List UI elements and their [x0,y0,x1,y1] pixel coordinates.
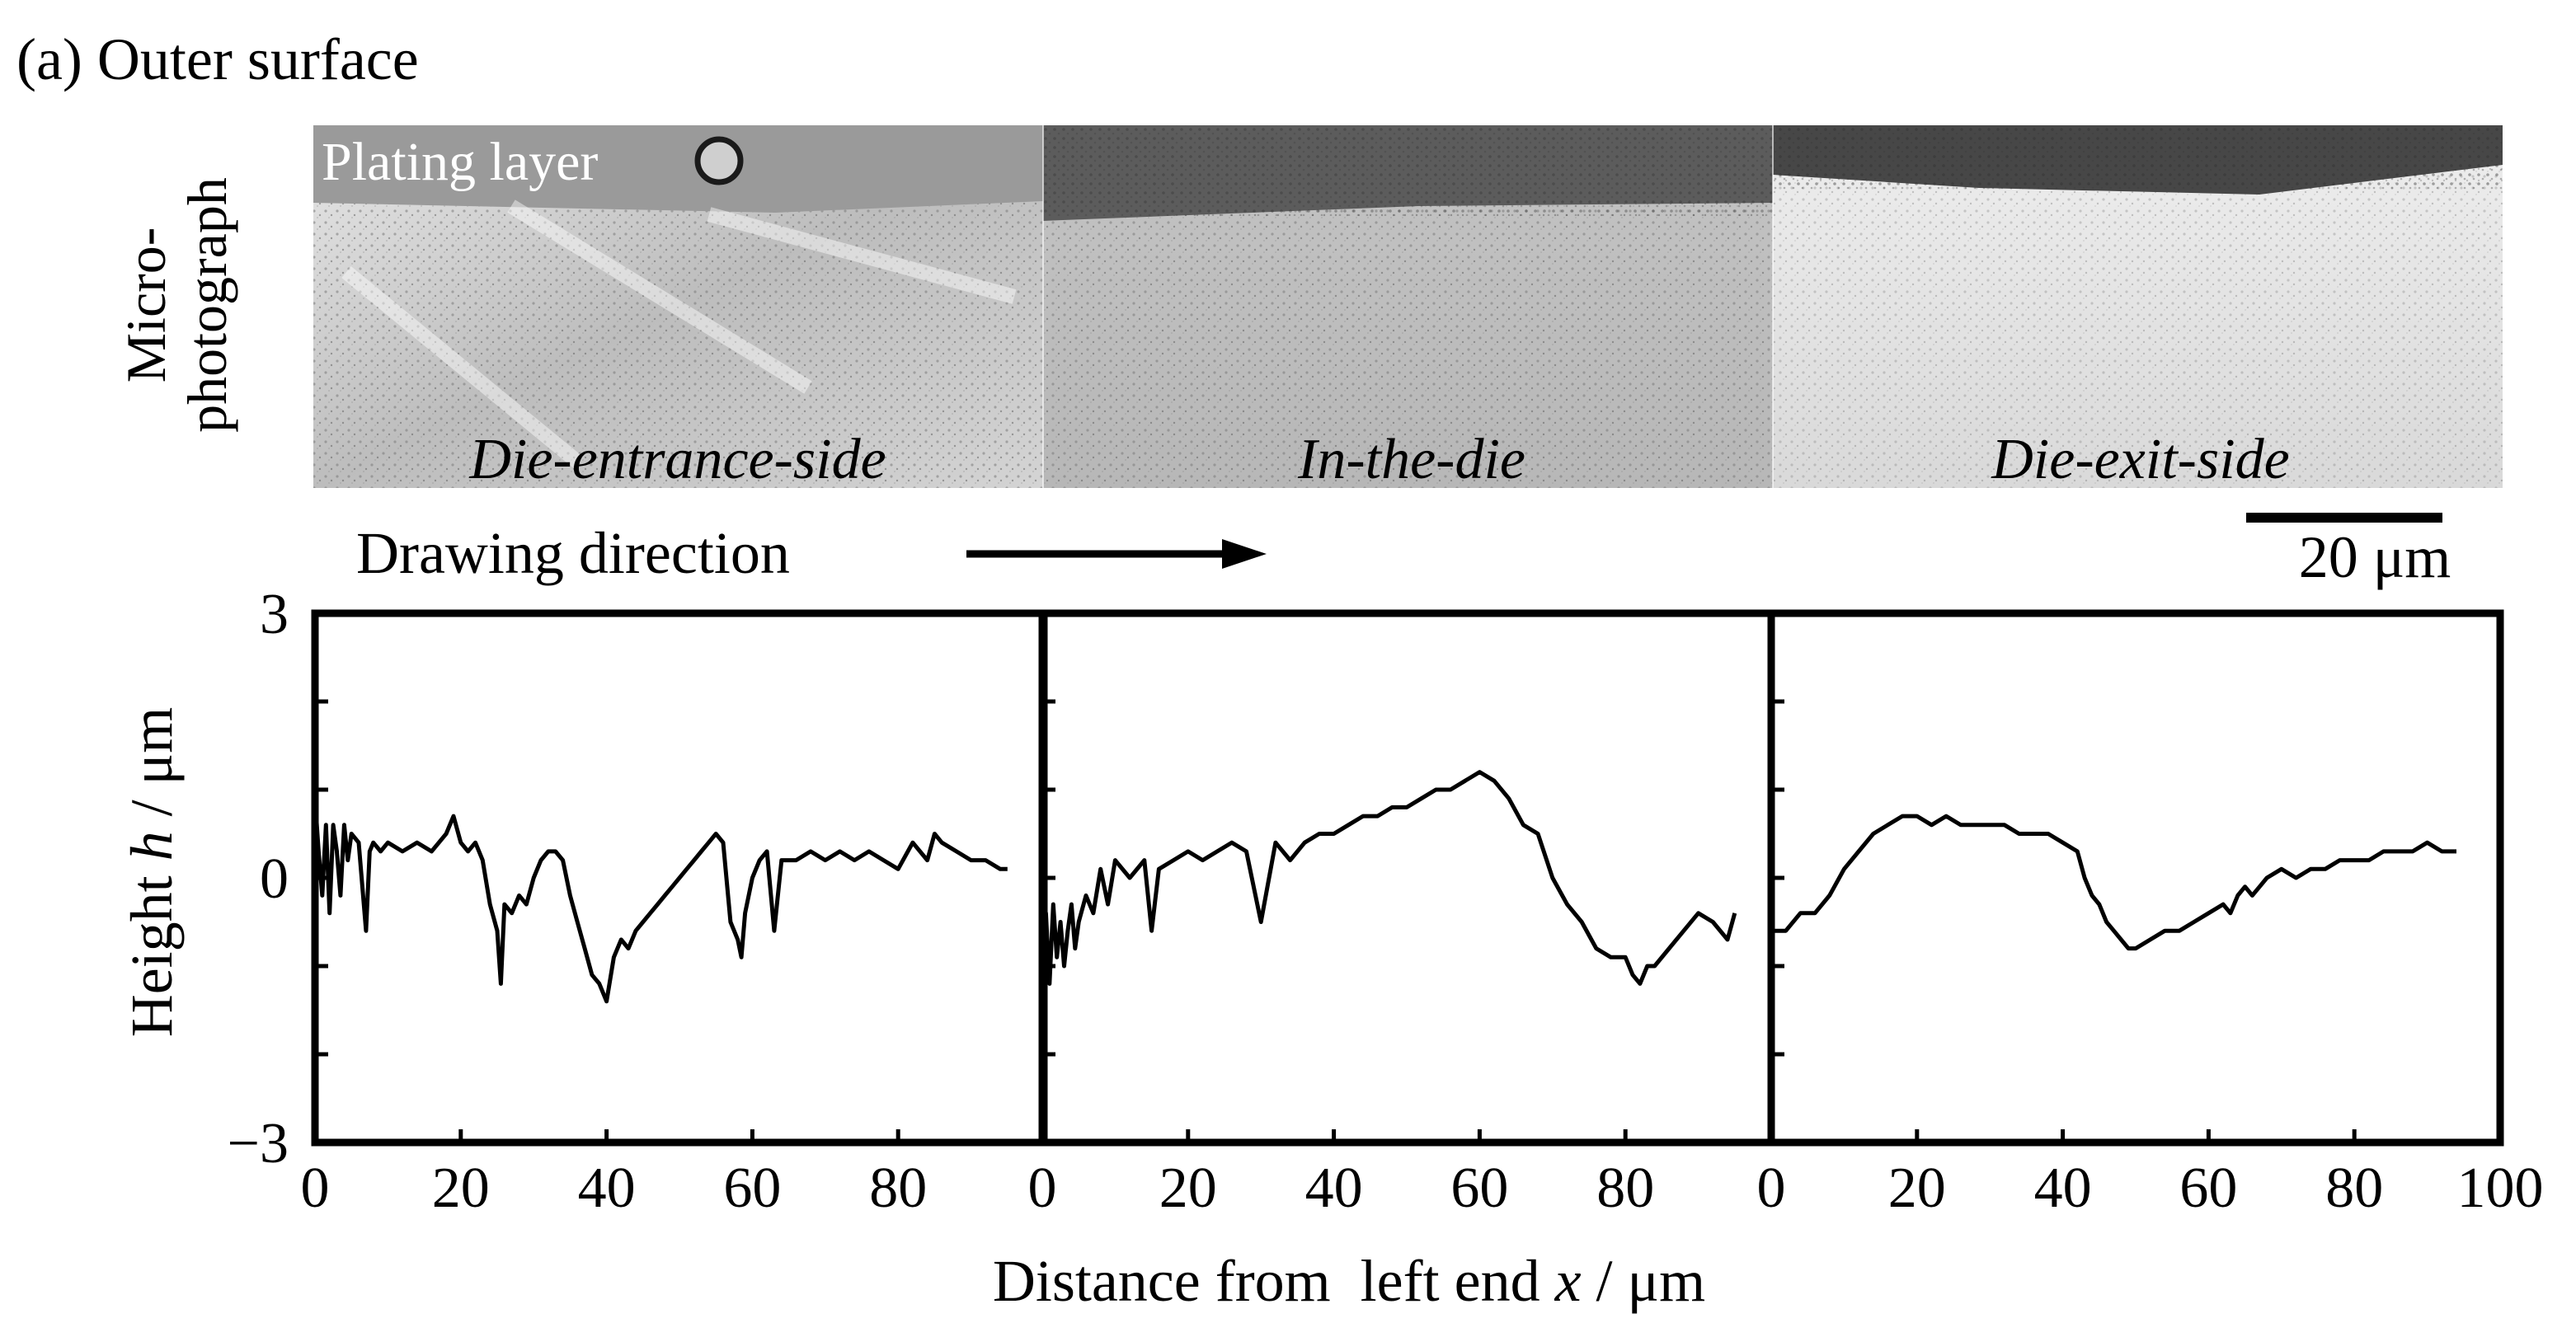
bubble-icon [694,136,744,185]
section-label-middle: In-the-die [1297,428,1525,491]
x-tick-label: 0 [1028,1156,1057,1220]
x-tick-label: 40 [1305,1156,1363,1220]
side-label-line2: photograph [176,177,238,433]
x-tick-label: 40 [578,1156,636,1220]
profile-line-2 [1040,770,1737,986]
profile-panel-3: 0 20 40 60 80 100 [1757,609,2544,1220]
x-tick-label: 80 [2325,1156,2383,1220]
side-label-line1: Micro- [115,228,177,383]
x-tick-label: 20 [1888,1156,1946,1220]
x-tick-label: 80 [869,1156,927,1220]
arrow-right-icon [966,539,1267,569]
panel-frame [1767,609,2504,1147]
x-tick-label: 60 [1450,1156,1508,1220]
profile-panel-2: 0 20 40 60 80 [1028,609,1775,1220]
y-tick-label: −3 [228,1112,289,1175]
profile-charts: 0 20 40 60 80 0 20 40 60 80 0 20 40 60 80 100−303 [228,583,2544,1220]
section-label-exit: Die-exit-side [1991,428,2289,491]
y-axis-label: Height h / μm [119,707,185,1038]
x-tick-label: 0 [1757,1156,1786,1220]
x-tick-label: 60 [2179,1156,2237,1220]
x-axis-label: Distance from left end x / μm [993,1248,1705,1314]
x-tick-label: 60 [723,1156,781,1220]
micrograph-section-middle [1043,125,1773,488]
profile-line-3 [1771,814,2456,951]
panel-frame [1038,609,1775,1147]
x-tick-label: 100 [2457,1156,2544,1220]
y-tick-label: 3 [260,583,289,646]
x-tick-label: 40 [2034,1156,2092,1220]
micrograph-section-exit [1773,125,2503,488]
y-tick-label: 0 [260,847,289,911]
x-tick-label: 0 [301,1156,330,1220]
scale-bar: 20 μm [2246,513,2451,590]
panel-label: (a) Outer surface [16,26,419,92]
x-tick-label: 20 [1159,1156,1217,1220]
micrograph: Plating layer Die-entrance-side In-the-d… [313,125,2503,491]
profile-line-1 [313,798,1008,1004]
profile-panel-1: 0 20 40 60 80 [301,609,1048,1220]
section-label-entrance: Die-entrance-side [468,428,886,491]
drawing-direction-label: Drawing direction [356,520,790,586]
x-tick-label: 20 [432,1156,490,1220]
micrograph-section-entrance [313,125,1043,488]
plating-layer-label: Plating layer [322,132,598,192]
scale-bar-label: 20 μm [2299,524,2451,590]
plating-layer-entrance [313,125,1043,213]
x-tick-label: 80 [1596,1156,1654,1220]
micrograph-side-label: Micro- photograph [115,177,238,433]
